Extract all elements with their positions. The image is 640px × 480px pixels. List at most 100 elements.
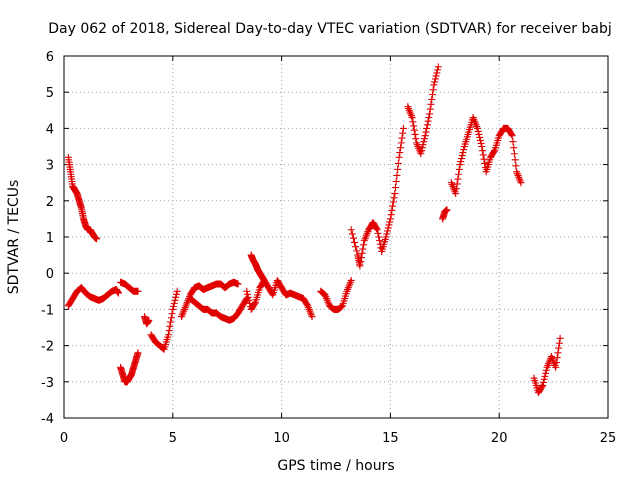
data-point — [552, 363, 560, 371]
data-point — [359, 245, 367, 253]
data-point — [410, 126, 418, 134]
data-point — [556, 334, 564, 342]
data-point — [420, 135, 428, 143]
data-point — [389, 202, 397, 210]
data-point — [391, 190, 399, 198]
data-point — [166, 322, 174, 330]
data-point — [511, 156, 519, 164]
data-point — [423, 121, 431, 129]
x-tick-label: 0 — [60, 431, 68, 446]
data-point — [399, 129, 407, 137]
data-point — [390, 194, 398, 202]
data-point — [428, 91, 436, 99]
data-point — [357, 254, 365, 262]
data-point — [114, 289, 122, 297]
data-point — [432, 72, 440, 80]
data-point — [350, 238, 358, 246]
data-point — [455, 165, 463, 173]
data-point — [397, 139, 405, 147]
data-point — [376, 237, 384, 245]
data-point — [555, 344, 563, 352]
data-point — [452, 185, 460, 193]
data-point — [387, 211, 395, 219]
data-point — [553, 354, 561, 362]
data-point — [512, 162, 520, 170]
data-point — [476, 136, 484, 144]
data-point — [454, 175, 462, 183]
data-point — [383, 227, 391, 235]
data-point — [509, 138, 517, 146]
data-point — [165, 327, 173, 335]
data-point — [244, 293, 252, 301]
x-tick-label: 10 — [273, 431, 290, 446]
data-point — [478, 143, 486, 150]
data-point — [475, 130, 483, 138]
data-point — [477, 139, 485, 147]
data-point — [417, 150, 425, 158]
y-tick-label: 0 — [46, 267, 54, 282]
data-point — [456, 161, 464, 169]
data-point — [134, 349, 142, 357]
data-point — [347, 276, 355, 284]
data-point — [384, 224, 392, 232]
data-point — [460, 146, 468, 154]
data-point — [375, 233, 383, 241]
data-point — [389, 198, 397, 206]
y-tick-label: -4 — [41, 412, 54, 427]
data-point — [431, 78, 439, 86]
data-point — [539, 378, 547, 386]
data-point — [426, 110, 434, 118]
data-point — [173, 287, 181, 295]
data-point — [388, 206, 396, 214]
data-point — [542, 366, 550, 374]
data-point — [134, 287, 142, 295]
data-point — [391, 184, 399, 192]
data-point — [539, 381, 547, 389]
data-point — [353, 247, 361, 255]
data-point — [434, 66, 442, 74]
data-point — [510, 150, 518, 158]
x-tick-label: 15 — [382, 431, 399, 446]
data-point — [338, 302, 346, 310]
data-point — [453, 180, 461, 188]
y-axis-ticks: -4 -3 -2 -1 0 1 2 3 4 5 6 — [41, 50, 608, 427]
data-point — [517, 179, 525, 187]
data-point — [356, 262, 364, 270]
data-point — [422, 128, 430, 136]
data-point — [421, 132, 429, 140]
data-point — [510, 144, 518, 152]
data-point — [386, 218, 394, 226]
x-axis-label: GPS time / hours — [277, 458, 394, 474]
data-point — [473, 124, 481, 132]
data-point — [476, 133, 484, 141]
data-point — [383, 230, 391, 238]
data-point — [409, 118, 417, 126]
y-tick-label: -3 — [41, 376, 54, 391]
data-point — [457, 158, 465, 166]
data-point — [424, 117, 432, 125]
data-point — [373, 226, 381, 234]
data-point — [429, 86, 437, 94]
data-point — [425, 114, 433, 122]
data-point — [426, 105, 434, 113]
data-point — [349, 234, 357, 242]
data-point — [394, 165, 402, 173]
data-point — [399, 124, 407, 132]
data-point — [452, 190, 460, 198]
data-point — [171, 296, 179, 304]
data-point — [542, 369, 550, 377]
x-tick-label: 20 — [491, 431, 508, 446]
data-point — [170, 302, 178, 310]
data-point — [168, 310, 176, 318]
x-tick-label: 5 — [169, 431, 177, 446]
data-point — [397, 144, 405, 152]
data-point — [430, 81, 438, 89]
y-tick-label: -2 — [41, 340, 54, 355]
data-point — [393, 171, 401, 179]
data-point — [555, 339, 563, 347]
data-point — [538, 383, 546, 391]
data-point — [172, 290, 180, 298]
y-axis-label: SDTVAR / TECUs — [6, 180, 22, 295]
x-axis-ticks: 0 5 10 15 20 25 — [60, 56, 616, 446]
data-point — [508, 132, 516, 140]
